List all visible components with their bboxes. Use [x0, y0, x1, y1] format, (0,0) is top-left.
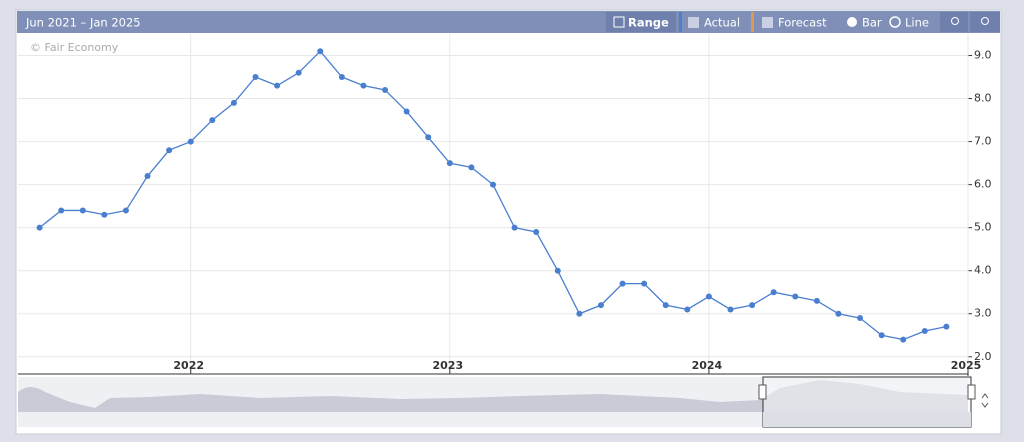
- point: [900, 336, 907, 343]
- point: [792, 293, 799, 300]
- toolbar: [17, 11, 1000, 33]
- point: [705, 293, 712, 300]
- y-tick-label: 9.0: [974, 49, 992, 62]
- point: [511, 224, 518, 231]
- point: [425, 134, 432, 141]
- forecast-label[interactable]: Forecast: [778, 16, 827, 30]
- y-tick-label: 6.0: [974, 178, 992, 191]
- point: [554, 267, 561, 274]
- point: [943, 323, 950, 330]
- bar-label[interactable]: Bar: [862, 16, 882, 30]
- bar-radio[interactable]: [847, 17, 857, 27]
- watermark: © Fair Economy: [30, 41, 119, 54]
- x-tick-label: 2023: [433, 359, 464, 372]
- zoom-out-button[interactable]: [970, 12, 1000, 32]
- point: [252, 74, 259, 81]
- point: [490, 181, 496, 188]
- point: [749, 302, 756, 309]
- scrollbar[interactable]: [763, 412, 971, 427]
- point: [274, 82, 281, 89]
- point: [446, 160, 453, 167]
- calendar-icon: [613, 16, 625, 28]
- scroll-arrows[interactable]: [981, 393, 989, 408]
- point: [338, 74, 345, 81]
- point: [144, 173, 151, 180]
- x-tick-label: 2022: [173, 359, 204, 372]
- point: [187, 138, 194, 145]
- point: [403, 108, 410, 115]
- point: [468, 164, 475, 171]
- point: [597, 302, 604, 309]
- line-label[interactable]: Line: [905, 16, 929, 30]
- x-tick-label: 2025: [951, 359, 982, 372]
- point: [122, 207, 129, 214]
- navigator-handle-right[interactable]: [967, 384, 976, 400]
- forecast-swatch: [751, 12, 754, 32]
- point: [166, 147, 173, 154]
- point: [58, 207, 65, 214]
- point: [382, 86, 389, 93]
- zoom-in-button[interactable]: [940, 12, 968, 32]
- actual-swatch: [679, 12, 682, 32]
- panel: [15, 9, 1002, 435]
- point: [813, 297, 820, 304]
- point: [641, 280, 648, 287]
- point: [727, 306, 734, 313]
- range-label: Jun 2021 – Jan 2025: [25, 16, 141, 30]
- actual-label[interactable]: Actual: [704, 16, 740, 30]
- point: [230, 99, 237, 106]
- point: [684, 306, 691, 313]
- y-tick-label: 3.0: [974, 307, 992, 320]
- point: [662, 302, 669, 309]
- point: [576, 310, 583, 317]
- y-tick-label: 5.0: [974, 221, 992, 234]
- point: [209, 117, 216, 124]
- zoom-in-icon: [951, 17, 959, 25]
- range-button-label[interactable]: Range: [628, 16, 669, 30]
- y-tick-label: 4.0: [974, 264, 992, 277]
- point: [79, 207, 86, 214]
- navigator-area: [18, 380, 968, 412]
- point: [101, 211, 108, 218]
- point: [619, 280, 626, 287]
- y-tick-label: 7.0: [974, 135, 992, 148]
- y-tick-label: 8.0: [974, 92, 992, 105]
- point: [36, 224, 43, 231]
- point: [295, 69, 302, 76]
- point: [360, 82, 367, 89]
- point: [857, 315, 864, 322]
- y-tick-label: 2.0: [974, 350, 992, 363]
- x-tick-label: 2024: [692, 359, 723, 372]
- point: [770, 289, 777, 296]
- point: [533, 228, 540, 235]
- zoom-out-icon: [981, 17, 989, 25]
- point: [835, 310, 842, 317]
- point: [878, 332, 885, 339]
- actual-checkbox[interactable]: [688, 17, 699, 28]
- point: [921, 327, 928, 334]
- forecast-checkbox[interactable]: [762, 17, 773, 28]
- line-radio[interactable]: [889, 16, 901, 28]
- navigator-handle-left[interactable]: [758, 384, 767, 400]
- point: [317, 48, 324, 55]
